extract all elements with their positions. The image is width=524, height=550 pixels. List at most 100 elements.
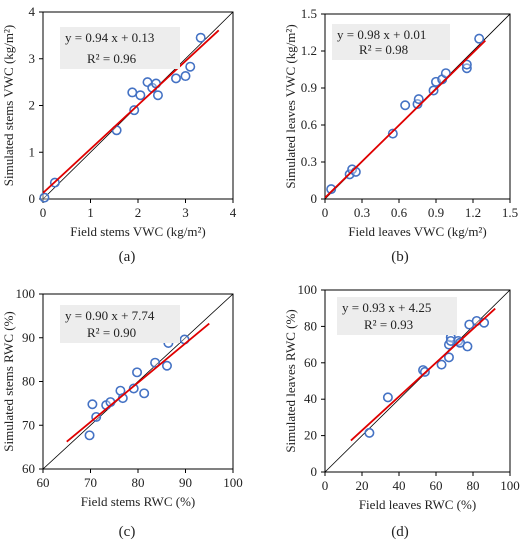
x-axis-title: Field stems RWC (%) bbox=[81, 494, 195, 509]
regression-equation: y = 0.90 x + 7.74 bbox=[65, 308, 155, 323]
identity-line bbox=[325, 290, 510, 472]
chart-panel-3: 60 70 80 90 100 60 70 80 90 100 Field stems RWC (%… bbox=[1, 286, 243, 540]
data-point bbox=[111, 125, 122, 136]
y-tick-label: 3 bbox=[29, 51, 36, 66]
y-tick-label: 0.6 bbox=[301, 117, 318, 132]
data-point bbox=[474, 33, 485, 44]
panel-label: (b) bbox=[391, 249, 409, 265]
x-tick-label: 80 bbox=[132, 475, 145, 490]
y-tick-label: 100 bbox=[16, 286, 36, 301]
x-tick-label: 70 bbox=[84, 475, 97, 490]
data-point bbox=[139, 388, 150, 399]
data-point bbox=[132, 367, 143, 378]
x-tick-label: 2 bbox=[135, 205, 142, 220]
panel-label: (a) bbox=[119, 249, 136, 265]
x-tick-label: 0 bbox=[322, 205, 329, 220]
y-tick-label: 0 bbox=[29, 191, 36, 206]
data-point bbox=[135, 90, 146, 101]
regression-line bbox=[66, 322, 210, 443]
x-tick-label: 60 bbox=[37, 475, 50, 490]
panel-label: (d) bbox=[391, 524, 409, 540]
data-point bbox=[462, 341, 473, 352]
y-axis-title: Simulated stems RWC (%) bbox=[1, 311, 16, 451]
plot-frame bbox=[324, 289, 511, 473]
panel-label: (c) bbox=[119, 524, 136, 540]
data-point bbox=[127, 87, 138, 98]
data-point bbox=[84, 430, 95, 441]
data-point bbox=[443, 352, 454, 363]
y-tick-label: 1.5 bbox=[301, 6, 317, 21]
y-tick-label: 2 bbox=[29, 98, 36, 113]
data-point bbox=[185, 61, 196, 72]
plot-frame bbox=[324, 13, 511, 200]
regression-equation: y = 0.94 x + 0.13 bbox=[65, 30, 154, 45]
x-tick-label: 1.5 bbox=[502, 205, 518, 220]
r-squared-label: R² = 0.98 bbox=[359, 42, 408, 57]
data-point bbox=[129, 105, 140, 116]
data-point bbox=[461, 59, 472, 70]
regression-line bbox=[43, 29, 220, 194]
x-tick-label: 20 bbox=[356, 478, 369, 493]
x-axis-title: Field leaves RWC (%) bbox=[359, 497, 476, 512]
x-tick-label: 4 bbox=[230, 205, 237, 220]
y-axis-title: Simulated leaves VWC (kg/m²) bbox=[283, 24, 298, 188]
y-tick-label: 100 bbox=[298, 282, 318, 297]
y-tick-label: 0.9 bbox=[301, 80, 317, 95]
x-axis-title: Field stems VWC (kg/m²) bbox=[70, 224, 205, 239]
data-point bbox=[440, 68, 451, 79]
x-tick-label: 0 bbox=[40, 205, 47, 220]
equation-box bbox=[60, 305, 180, 343]
equation-box bbox=[332, 24, 450, 60]
x-tick-label: 100 bbox=[223, 475, 243, 490]
y-tick-label: 70 bbox=[22, 417, 35, 432]
y-tick-label: 1 bbox=[29, 144, 36, 159]
data-point bbox=[382, 392, 393, 403]
y-tick-label: 60 bbox=[22, 461, 35, 476]
equation-box bbox=[60, 27, 180, 69]
data-point bbox=[364, 427, 375, 438]
y-tick-label: 0 bbox=[311, 464, 318, 479]
y-tick-label: 0 bbox=[311, 191, 318, 206]
y-tick-label: 20 bbox=[304, 428, 317, 443]
r-squared-label: R² = 0.93 bbox=[364, 317, 413, 332]
data-point bbox=[180, 71, 191, 82]
data-point bbox=[195, 32, 206, 43]
data-point bbox=[445, 335, 456, 346]
regression-equation: y = 0.93 x + 4.25 bbox=[342, 300, 431, 315]
data-point bbox=[150, 357, 161, 368]
x-tick-label: 0.3 bbox=[354, 205, 370, 220]
y-tick-label: 60 bbox=[304, 355, 317, 370]
r-squared-label: R² = 0.96 bbox=[87, 51, 137, 66]
data-point bbox=[87, 399, 98, 410]
y-axis-title: Simulated stems VWC (kg/m²) bbox=[1, 25, 16, 186]
data-point bbox=[350, 166, 361, 177]
x-tick-label: 1.2 bbox=[465, 205, 481, 220]
x-tick-label: 40 bbox=[393, 478, 406, 493]
regression-line bbox=[350, 307, 496, 442]
x-tick-label: 60 bbox=[430, 478, 443, 493]
chart-panel-4: 0 20 40 60 80 100 0 20 40 60 80 100 Field leaves RWC… bbox=[283, 282, 520, 540]
chart-panel-2: 0 0.3 0.6 0.9 1.2 1.5 0 0.3 0.6 0.9 1.2 1.5 Field le… bbox=[283, 6, 518, 265]
y-tick-label: 80 bbox=[22, 374, 35, 389]
y-tick-label: 4 bbox=[29, 4, 36, 19]
x-tick-label: 90 bbox=[179, 475, 192, 490]
x-tick-label: 100 bbox=[500, 478, 520, 493]
data-point bbox=[152, 90, 163, 101]
x-tick-label: 80 bbox=[467, 478, 480, 493]
chart-panel-1: 0 1 2 3 4 0 1 2 3 4 Field stems VWC (kg/m²) Simulat… bbox=[1, 4, 237, 265]
data-point bbox=[39, 192, 50, 203]
data-point bbox=[171, 73, 182, 84]
y-tick-label: 80 bbox=[304, 318, 317, 333]
r-squared-label: R² = 0.90 bbox=[87, 325, 136, 340]
y-tick-label: 1.2 bbox=[301, 43, 317, 58]
data-point bbox=[387, 128, 398, 139]
y-tick-label: 90 bbox=[22, 330, 35, 345]
x-tick-label: 3 bbox=[182, 205, 189, 220]
y-tick-label: 0.3 bbox=[301, 154, 317, 169]
regression-line bbox=[325, 39, 486, 199]
data-point bbox=[326, 184, 337, 195]
y-axis-title: Simulated leaves RWC (%) bbox=[283, 309, 298, 452]
data-point bbox=[400, 100, 411, 111]
x-tick-label: 0 bbox=[322, 478, 329, 493]
